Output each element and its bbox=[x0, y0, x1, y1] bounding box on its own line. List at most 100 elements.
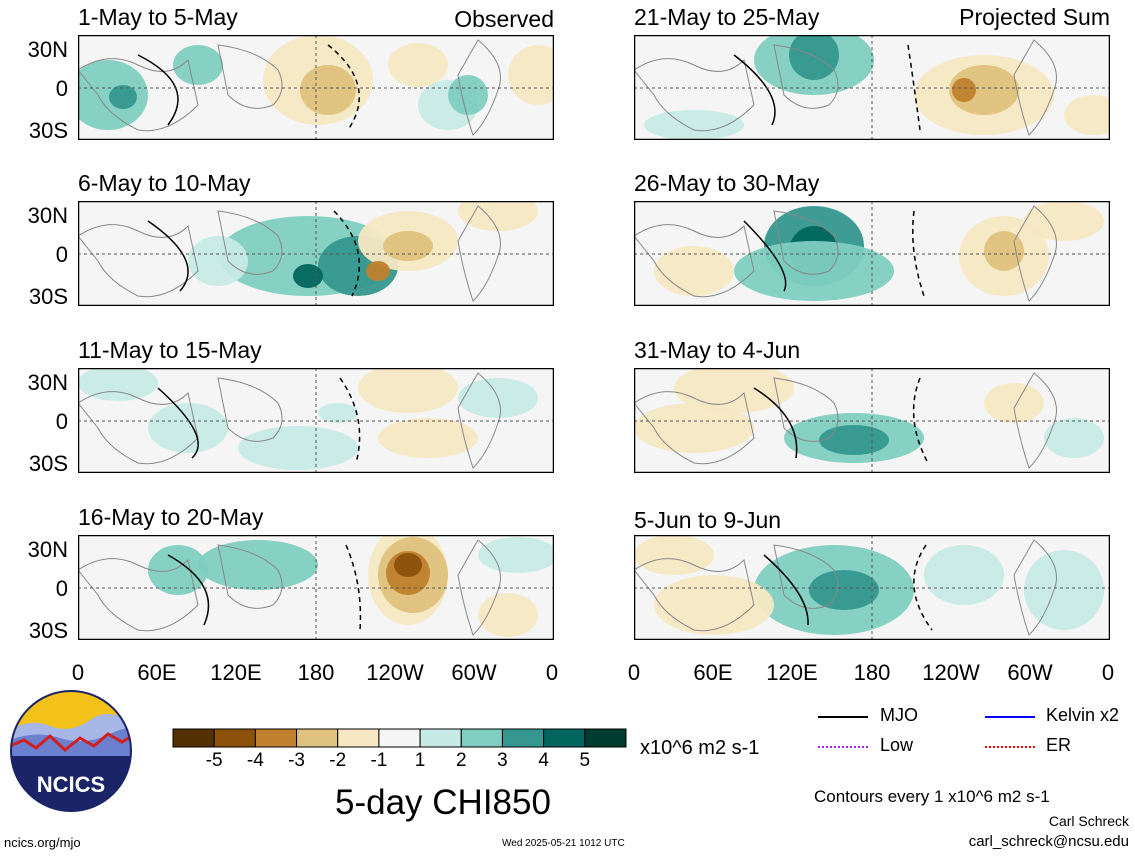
anomaly-region bbox=[952, 78, 976, 102]
colorbar-tick: -3 bbox=[288, 750, 305, 771]
anomaly-region bbox=[508, 45, 554, 105]
mjo-contour bbox=[743, 220, 787, 292]
x-tick: 120W bbox=[366, 660, 424, 685]
anomaly-region bbox=[924, 545, 1004, 605]
anomaly-region bbox=[478, 537, 554, 573]
colorbar-tick: -4 bbox=[246, 750, 264, 771]
anomaly-region bbox=[188, 236, 248, 286]
coastline bbox=[1013, 372, 1057, 469]
mjo-contour-negative bbox=[339, 377, 361, 464]
colorbar-tick: -5 bbox=[205, 750, 223, 771]
anomaly-region bbox=[644, 110, 744, 140]
anomaly-region bbox=[789, 35, 839, 80]
mjo-contour bbox=[733, 54, 776, 126]
footer-url[interactable]: ncics.org/mjo bbox=[4, 835, 81, 850]
x-tick: 60W bbox=[451, 660, 497, 685]
x-tick: 60E bbox=[693, 660, 733, 685]
mjo-contour-negative bbox=[333, 210, 360, 297]
coastline bbox=[634, 558, 755, 632]
colorbar-swatch bbox=[172, 728, 215, 748]
mjo-contour-negative bbox=[913, 544, 933, 631]
anomaly-region bbox=[383, 231, 433, 261]
colorbar-tick: 3 bbox=[497, 750, 508, 771]
anomaly-region bbox=[394, 553, 422, 577]
coastline bbox=[634, 224, 755, 298]
anomaly-region bbox=[318, 403, 358, 423]
anomaly-region bbox=[634, 403, 754, 453]
mjo-contour bbox=[763, 554, 809, 626]
x-tick: 180 bbox=[853, 660, 891, 685]
anomaly-region bbox=[293, 264, 323, 288]
anomaly-region bbox=[634, 535, 714, 575]
map-frame bbox=[78, 368, 554, 473]
colorbar-swatch bbox=[501, 728, 545, 748]
anomaly-region bbox=[819, 425, 889, 455]
panel-title: 31-May to 4-Jun bbox=[634, 337, 801, 363]
projected-label: Projected Sum bbox=[959, 4, 1110, 30]
panel-title: 16-May to 20-May bbox=[78, 504, 264, 530]
panel-title: 11-May to 15-May bbox=[78, 337, 262, 363]
panel-title: 6-May to 10-May bbox=[78, 170, 251, 196]
colorbar-swatch bbox=[337, 728, 380, 748]
coastline bbox=[457, 39, 501, 136]
map-frame bbox=[78, 35, 554, 140]
colorbar-swatch bbox=[419, 728, 462, 748]
colorbar-swatch bbox=[254, 728, 298, 748]
legend-label: Low bbox=[880, 735, 914, 755]
anomaly-region bbox=[448, 75, 488, 115]
y-tick: 30N bbox=[27, 537, 68, 562]
coastline bbox=[457, 205, 501, 302]
anomaly-region bbox=[173, 45, 223, 85]
chart-title: 5-day CHI850 bbox=[335, 783, 551, 822]
footer-email[interactable]: carl_schreck@ncsu.edu bbox=[968, 833, 1129, 850]
colorbar-swatch bbox=[584, 728, 627, 748]
anomaly-region bbox=[654, 575, 774, 635]
panel-title: 1-May to 5-May bbox=[78, 4, 238, 30]
coastline bbox=[773, 210, 839, 275]
coastline bbox=[217, 44, 283, 109]
coastline bbox=[217, 544, 283, 609]
x-tick: 60W bbox=[1007, 660, 1053, 685]
y-tick: 30N bbox=[27, 203, 68, 228]
anomaly-region bbox=[734, 241, 894, 301]
legend-label: Kelvin x2 bbox=[1046, 705, 1120, 725]
coastline bbox=[78, 224, 199, 298]
x-tick: 0 bbox=[71, 660, 85, 685]
anomaly-region bbox=[78, 368, 158, 401]
coastline bbox=[773, 44, 839, 109]
anomaly-region bbox=[109, 85, 137, 109]
logo-text: NCICS bbox=[37, 772, 105, 797]
map-panel-8 bbox=[634, 535, 1110, 640]
x-tick: 0 bbox=[545, 660, 559, 685]
x-tick: 0 bbox=[1101, 660, 1115, 685]
mjo-contour-negative bbox=[327, 44, 360, 131]
legend-line-low bbox=[818, 746, 868, 748]
y-tick: 0 bbox=[55, 576, 68, 601]
x-tick: 120E bbox=[766, 660, 818, 685]
x-tick: 120E bbox=[210, 660, 262, 685]
colorbar bbox=[172, 728, 627, 748]
coastline bbox=[217, 210, 283, 275]
y-tick: 30S bbox=[28, 118, 68, 143]
anomaly-region bbox=[1024, 550, 1104, 630]
colorbar-tick: 2 bbox=[455, 750, 467, 771]
colorbar-tick: 4 bbox=[538, 750, 549, 771]
coastline bbox=[1013, 39, 1057, 136]
coastline bbox=[78, 558, 199, 632]
coastline bbox=[457, 539, 501, 636]
colorbar-tick: -2 bbox=[329, 750, 347, 771]
anomaly-region bbox=[1024, 201, 1104, 241]
map-frame bbox=[634, 35, 1110, 140]
colorbar-units: x10^6 m2 s-1 bbox=[640, 737, 760, 759]
anomaly-region bbox=[358, 368, 458, 413]
footer-author: Carl Schreck bbox=[1048, 813, 1129, 829]
map-panel-5 bbox=[634, 35, 1110, 140]
mjo-contour bbox=[147, 220, 189, 292]
colorbar-tick: 1 bbox=[414, 750, 426, 771]
coastline bbox=[773, 544, 839, 609]
x-tick: 60E bbox=[137, 660, 177, 685]
y-tick: 30N bbox=[27, 37, 68, 62]
anomaly-region bbox=[809, 570, 879, 610]
anomaly-region bbox=[378, 418, 478, 458]
ncics-logo: NCICS bbox=[10, 690, 132, 812]
